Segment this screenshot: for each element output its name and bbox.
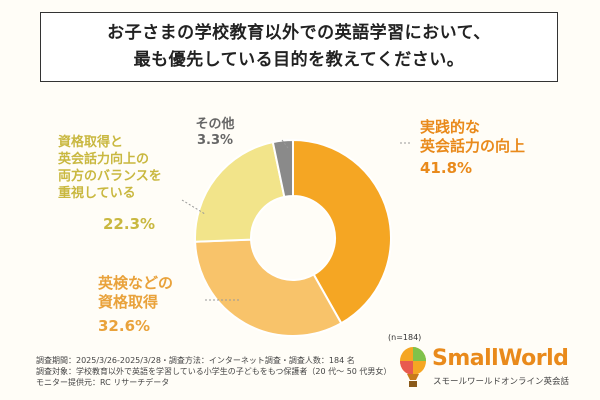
- slice-label-3-line-0: その他: [195, 116, 234, 132]
- slice-label-2-line-3: 重視している: [58, 185, 136, 201]
- slice-value-1: 32.6%: [98, 317, 150, 335]
- leader-line-3: [281, 139, 289, 149]
- slice-label-2-line-0: 資格取得と: [58, 134, 123, 150]
- slice-value-2: 22.3%: [103, 215, 155, 233]
- slice-value-3: 3.3%: [197, 133, 233, 148]
- slice-label-2-line-2: 両方のバランスを: [58, 168, 162, 184]
- title-line-2: 最も優先している目的を教えてください。: [133, 50, 465, 70]
- brand-subtitle: スモールワールドオンライン英会話: [433, 377, 570, 387]
- title-box: お子さまの学校教育以外での英語学習において、 最も優先している目的を教えてくださ…: [40, 12, 558, 82]
- donut-slice-3: [271, 138, 294, 199]
- donut-slice-2: [194, 140, 286, 243]
- sample-size-label: (n=184): [388, 333, 421, 342]
- brand-name: SmallWorld: [432, 346, 569, 371]
- donut-slice-0: [292, 138, 392, 325]
- leader-line-2: [181, 199, 206, 215]
- slice-value-0: 41.8%: [420, 159, 472, 177]
- survey-period-note: 調査期間：2025/3/26-2025/3/28・調査方法：インターネット調査・…: [36, 356, 355, 365]
- slice-label-1-line-1: 資格取得: [98, 293, 158, 311]
- slice-label-2-line-1: 英会話力向上の: [57, 151, 149, 167]
- slice-label-1-line-0: 英検などの: [98, 274, 173, 292]
- title-line-1: お子さまの学校教育以外での英語学習において、: [107, 23, 491, 43]
- survey-target-note: 調査対象：学校教育以外で英語を学習している小学生の子どもをもつ保護者（20 代～…: [36, 367, 392, 376]
- donut-slice-1: [194, 238, 343, 337]
- balloon-logo-icon: [400, 347, 426, 387]
- slice-label-0-line-0: 実践的な: [420, 118, 480, 136]
- monitor-source-note: モニター提供元：RC リサーチデータ: [36, 378, 170, 387]
- brand-logo: SmallWorld スモールワールドオンライン英会話: [398, 346, 588, 392]
- slice-label-0-line-1: 英会話力の向上: [420, 137, 525, 155]
